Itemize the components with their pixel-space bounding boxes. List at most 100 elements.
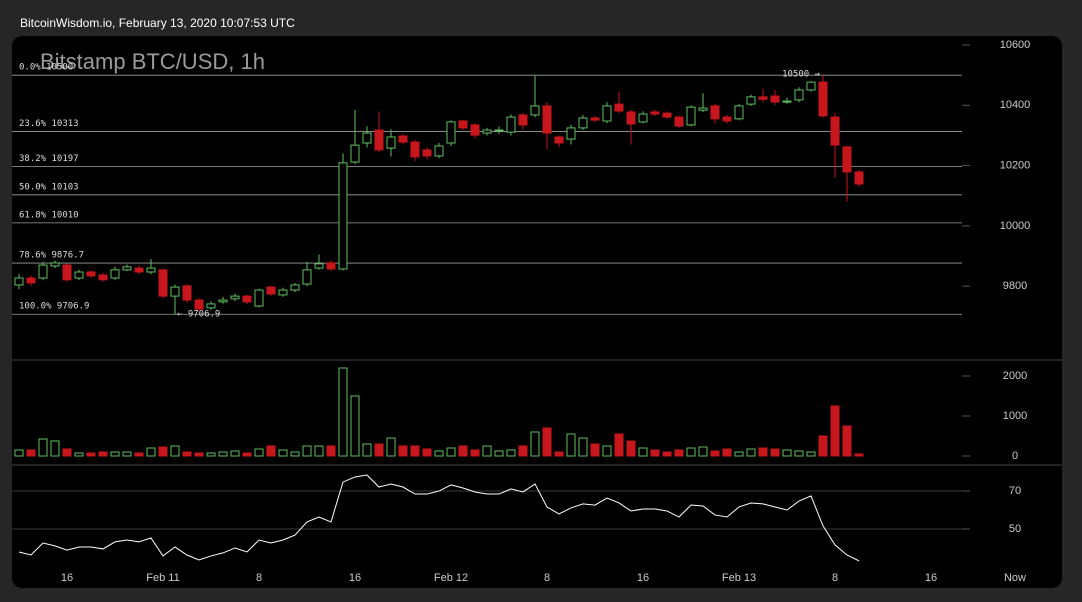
y-tick-label: 9800 <box>1003 280 1027 292</box>
candle-body <box>638 113 648 123</box>
candle-body <box>74 271 84 279</box>
candle-body <box>470 124 480 136</box>
candle-body <box>626 111 636 125</box>
volume-bar <box>38 438 48 457</box>
volume-bar <box>842 425 852 457</box>
candle-body <box>506 116 516 133</box>
volume-bar <box>158 446 168 457</box>
volume-bar <box>302 445 312 457</box>
volume-bar <box>290 451 300 457</box>
volume-bar <box>614 433 624 457</box>
volume-bar <box>74 452 84 457</box>
candle-body <box>326 262 336 270</box>
candle-body <box>86 271 96 277</box>
y-tick-label: 50 <box>1009 523 1021 535</box>
volume-bar <box>746 448 756 457</box>
volume-bar <box>830 405 840 457</box>
candle-body <box>794 89 804 101</box>
volume-bar <box>542 427 552 457</box>
x-tick-label: 16 <box>349 572 361 584</box>
volume-bar <box>110 451 120 457</box>
candle-body <box>98 274 108 281</box>
candle-body <box>686 106 696 126</box>
candle-body <box>458 120 468 129</box>
chart-background <box>12 36 1062 588</box>
candle-body <box>254 289 264 307</box>
volume-bar <box>434 450 444 457</box>
indicator-line <box>18 474 860 562</box>
candle-body <box>398 135 408 143</box>
candle-body <box>818 81 828 117</box>
volume-bar <box>782 449 792 457</box>
candle-body <box>830 116 840 146</box>
header: BitcoinWisdom.io, February 13, 2020 10:0… <box>20 16 295 30</box>
y-tick-label: 10400 <box>1000 99 1031 111</box>
candle-body <box>758 96 768 100</box>
candle-body <box>362 132 372 144</box>
volume-bar <box>134 452 144 457</box>
candle-body <box>554 136 564 144</box>
volume-bar <box>710 450 720 457</box>
candle-body <box>662 112 672 118</box>
y-tick-label: 1000 <box>1003 410 1027 422</box>
candle-body <box>314 263 324 269</box>
volume-bar <box>242 452 252 457</box>
volume-bar <box>398 445 408 457</box>
fib-label: 38.2% 10197 <box>19 154 79 164</box>
volume-bar <box>686 447 696 457</box>
fib-label: 100.0% 9706.9 <box>19 302 89 312</box>
x-tick-label: 16 <box>925 572 937 584</box>
volume-bar <box>182 451 192 457</box>
candle-body <box>434 145 444 157</box>
candle-body <box>110 269 120 279</box>
volume-bar <box>794 450 804 457</box>
candle-body <box>782 100 792 103</box>
y-tick-label: 70 <box>1009 485 1021 497</box>
volume-bar <box>770 448 780 457</box>
chart-title: Bitstamp BTC/USD, 1h <box>40 49 265 74</box>
candle-body <box>182 285 192 301</box>
candle-body <box>614 103 624 112</box>
volume-bar <box>278 449 288 457</box>
candle-body <box>122 266 132 271</box>
volume-bar <box>482 445 492 457</box>
y-tick-label: 10200 <box>1000 160 1031 172</box>
volume-bar <box>374 443 384 457</box>
candle-body <box>446 121 456 144</box>
x-tick-label: 8 <box>544 572 550 584</box>
volume-bar <box>638 447 648 457</box>
volume-bar <box>662 451 672 457</box>
volume-bar <box>350 395 360 457</box>
volume-bar <box>698 446 708 457</box>
volume-bar <box>26 449 36 457</box>
candle-body <box>410 141 420 158</box>
candle-body <box>602 105 612 122</box>
candle-body <box>266 286 276 295</box>
volume-bar <box>734 451 744 457</box>
volume-bar <box>854 453 864 457</box>
candle-body <box>494 129 504 132</box>
x-tick-label: 16 <box>61 572 73 584</box>
candle-body <box>374 129 384 151</box>
candle-body <box>302 269 312 285</box>
candle-body <box>194 299 204 310</box>
candle-body <box>386 136 396 149</box>
volume-bar <box>554 451 564 457</box>
volume-bar <box>722 448 732 457</box>
volume-bar <box>806 451 816 457</box>
volume-bar <box>326 445 336 457</box>
volume-bar <box>674 449 684 457</box>
candle-body <box>242 295 252 303</box>
volume-bar <box>458 445 468 457</box>
x-tick-label: Feb 12 <box>434 572 468 584</box>
volume-bar <box>446 447 456 457</box>
candle-body <box>854 171 864 185</box>
candle-body <box>422 149 432 157</box>
x-tick-label: Feb 13 <box>722 572 756 584</box>
volume-bar <box>62 448 72 457</box>
candle-body <box>770 95 780 103</box>
volume-bar <box>338 367 348 457</box>
x-tick-label: Feb 11 <box>146 572 179 584</box>
